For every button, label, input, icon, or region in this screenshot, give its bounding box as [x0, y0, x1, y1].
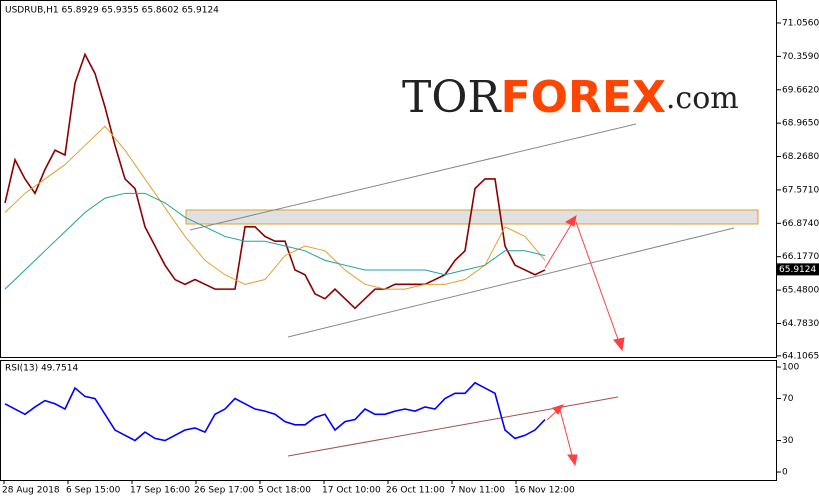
logo-tor: TORFOREX.com [402, 72, 739, 124]
x-tick-label: 17 Sep 16:00 [130, 486, 190, 496]
rsi-title: RSI(13) 49.7514 [5, 364, 78, 374]
y-tick-label: 0 [782, 468, 788, 478]
price-pane [0, 0, 777, 358]
y-tick-label: 65.4800 [782, 286, 819, 296]
y-tick-label: 70.3590 [782, 52, 819, 62]
x-tick-label: 5 Oct 18:00 [258, 486, 311, 496]
y-tick-label: 66.8740 [782, 219, 819, 229]
y-tick-label: 68.2680 [782, 152, 819, 162]
x-tick-label: 28 Aug 2018 [2, 486, 60, 496]
x-tick-label: 7 Nov 11:00 [450, 486, 505, 496]
x-tick-label: 17 Oct 10:00 [322, 486, 381, 496]
rsi-trend-line [287, 396, 619, 457]
forecast-arrows [544, 214, 625, 467]
plot: 71.0560 70.3590 69.6620 68.9650 68.2680 67.57… [2, 18, 819, 496]
y-tick-label: 64.1065 [782, 351, 819, 361]
y-tick-label: 69.6620 [782, 85, 819, 95]
y-tick-label: 100 [782, 363, 799, 373]
y-tick-label: 67.5710 [782, 185, 819, 195]
y-tick-label: 68.9650 [782, 119, 819, 129]
x-tick-label: 6 Sep 15:00 [66, 486, 121, 496]
y-tick-label: 30 [782, 436, 794, 446]
y-tick-label: 70 [782, 394, 794, 404]
series-line [4, 192, 546, 290]
series-line [4, 125, 546, 290]
x-tick-label: 16 Nov 12:00 [514, 486, 575, 496]
series-line [4, 381, 546, 442]
rsi-pane [0, 360, 777, 481]
last-price-label: 65.9124 [779, 265, 816, 275]
trend-line [287, 227, 735, 338]
y-tick-label: 71.0560 [782, 18, 819, 28]
price-title: USDRUB,H1 65.8929 65.9355 65.8602 65.912… [5, 6, 219, 16]
x-tick-label: 26 Oct 11:00 [386, 486, 445, 496]
last-price-box [777, 263, 819, 276]
series-line [4, 52, 546, 310]
trend-line [189, 123, 637, 231]
y-tick-label: 64.7830 [782, 319, 819, 329]
x-tick-label: 26 Sep 17:00 [194, 486, 254, 496]
y-tick-label: 66.1770 [782, 252, 819, 262]
